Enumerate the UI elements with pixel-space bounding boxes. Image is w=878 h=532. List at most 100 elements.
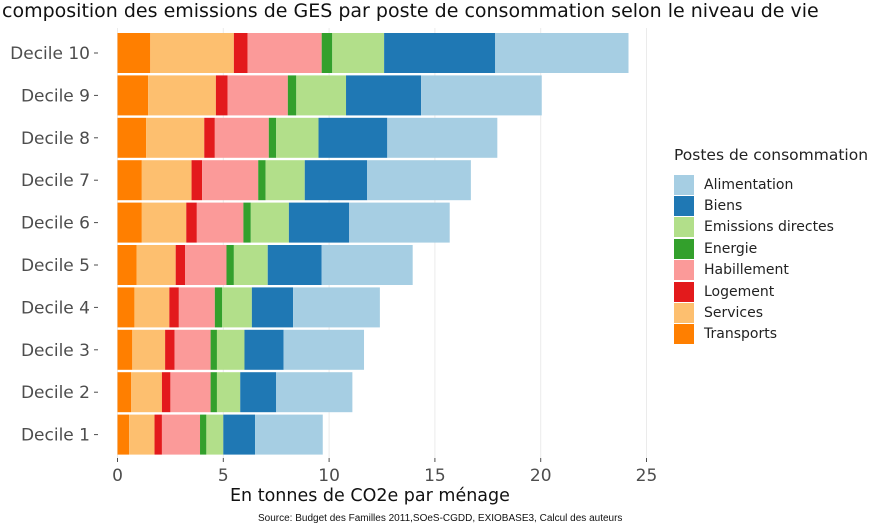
bar-decile-2-energie xyxy=(210,372,217,413)
bar-decile-1-transports xyxy=(117,414,130,455)
x-axis-label: En tonnes de CO2e par ménage xyxy=(230,486,510,506)
legend-item-biens: Biens xyxy=(674,195,868,217)
bar-decile-7-biens xyxy=(304,160,368,201)
bar-decile-1-biens xyxy=(223,414,256,455)
bar-decile-5-biens xyxy=(267,245,322,285)
legend-label: Biens xyxy=(704,198,743,215)
bar-decile-4-biens xyxy=(251,287,294,328)
x-tick-label: 10 xyxy=(318,466,340,486)
legend-item-services: Services xyxy=(674,302,868,324)
bar-decile-3-energie xyxy=(210,329,217,370)
bar-decile-6-habillement xyxy=(196,202,244,243)
bar-decile-6-biens xyxy=(288,202,350,243)
bar-decile-3-habillement xyxy=(174,329,211,370)
bar-decile-5-logement xyxy=(175,245,186,285)
bar-decile-5-habillement xyxy=(185,245,227,285)
bar-decile-8-alimentation xyxy=(387,117,498,158)
bar-decile-5-energie xyxy=(226,245,234,285)
bar-decile-9-emissions-directes xyxy=(296,75,347,116)
x-axis: 0 5 10 15 20 25 xyxy=(112,458,657,486)
bar-decile-6-services xyxy=(141,202,187,243)
y-tick-label: Decile 5 xyxy=(21,256,90,276)
bar-decile-9-biens xyxy=(346,75,422,116)
y-tick-label: Decile 4 xyxy=(21,298,90,318)
bar-decile-8-energie xyxy=(268,117,277,158)
bar-decile-6-logement xyxy=(186,202,197,243)
bar-decile-10-alimentation xyxy=(495,33,629,73)
y-tick-label: Decile 8 xyxy=(21,129,90,149)
bar-decile-10-services xyxy=(150,33,234,73)
bar-decile-7-logement xyxy=(191,160,203,201)
bar-decile-9-energie xyxy=(287,75,297,116)
bar-decile-9-alimentation xyxy=(421,75,542,116)
legend-label: Energie xyxy=(704,240,758,257)
legend: Postes de consommation Alimentation Biens… xyxy=(674,146,868,345)
bar-decile-8-logement xyxy=(204,117,215,158)
y-tick-label: Decile 10 xyxy=(10,44,90,64)
bar-decile-2-transports xyxy=(117,372,132,413)
bar-decile-4-alimentation xyxy=(293,287,380,328)
bar-decile-4-habillement xyxy=(178,287,215,328)
bar-decile-2-logement xyxy=(161,372,171,413)
bar-decile-1-logement xyxy=(154,414,162,455)
bar-decile-8-biens xyxy=(318,117,388,158)
legend-swatch xyxy=(674,238,694,259)
bar-decile-1-emissions-directes xyxy=(206,414,224,455)
source-note: Source: Budget des Familles 2011,SOeS-CG… xyxy=(258,513,623,524)
legend-label: Logement xyxy=(704,283,775,300)
y-tick-label: Decile 1 xyxy=(21,426,90,446)
bar-decile-2-services xyxy=(131,372,162,413)
y-tick-label: Decile 9 xyxy=(21,86,90,106)
bar-decile-7-alimentation xyxy=(367,160,471,201)
chart-title: composition des emissions de GES par pos… xyxy=(2,0,819,22)
bar-decile-6-alimentation xyxy=(349,202,450,243)
bar-decile-7-habillement xyxy=(202,160,259,201)
bar-decile-2-habillement xyxy=(170,372,211,413)
legend-item-energie: Energie xyxy=(674,238,868,259)
bar-decile-2-alimentation xyxy=(276,372,353,413)
bar-decile-6-emissions-directes xyxy=(250,202,289,243)
bar-decile-1-energie xyxy=(200,414,207,455)
bar-decile-6-energie xyxy=(243,202,251,243)
bar-decile-5-services xyxy=(136,245,176,285)
bar-decile-4-emissions-directes xyxy=(222,287,252,328)
x-tick-label: 15 xyxy=(424,466,446,486)
bar-decile-4-logement xyxy=(169,287,179,328)
bar-decile-7-transports xyxy=(117,160,142,201)
bar-decile-7-services xyxy=(141,160,192,201)
bar-decile-8-transports xyxy=(117,117,147,158)
legend-item-transports: Transports xyxy=(674,324,868,345)
bar-decile-8-emissions-directes xyxy=(276,117,319,158)
bar-decile-10-energie xyxy=(321,33,333,73)
bar-decile-4-energie xyxy=(214,287,223,328)
legend-items: Alimentation Biens Emissions directes Energ… xyxy=(674,174,868,345)
bar-decile-10-emissions-directes xyxy=(332,33,385,73)
bar-decile-1-alimentation xyxy=(255,414,323,455)
y-axis: Decile 10 Decile 9 Decile 8 Decile 7 Decile … xyxy=(10,44,98,446)
legend-swatch xyxy=(674,217,694,238)
bar-decile-1-services xyxy=(129,414,155,455)
legend-label: Habillement xyxy=(704,262,789,279)
legend-swatch xyxy=(674,260,694,281)
bar-decile-2-biens xyxy=(240,372,277,413)
legend-item-alimentation: Alimentation xyxy=(674,174,868,195)
x-tick-label: 20 xyxy=(530,466,552,486)
legend-swatch xyxy=(674,303,694,324)
bar-decile-3-alimentation xyxy=(283,329,365,370)
bar-decile-2-emissions-directes xyxy=(216,372,241,413)
x-tick-label: 25 xyxy=(636,466,658,486)
bar-decile-3-logement xyxy=(165,329,175,370)
legend-swatch xyxy=(674,196,694,217)
legend-label: Alimentation xyxy=(704,176,794,193)
bar-decile-9-transports xyxy=(117,75,149,116)
bar-decile-5-transports xyxy=(117,245,137,285)
bar-decile-10-transports xyxy=(117,33,151,73)
legend-label: Transports xyxy=(704,326,777,343)
bar-decile-7-emissions-directes xyxy=(265,160,305,201)
legend-label: Services xyxy=(704,305,764,322)
bar-decile-5-alimentation xyxy=(321,245,413,285)
legend-label: Emissions directes xyxy=(704,219,834,236)
bar-decile-10-habillement xyxy=(247,33,322,73)
y-tick-label: Decile 7 xyxy=(21,171,90,191)
